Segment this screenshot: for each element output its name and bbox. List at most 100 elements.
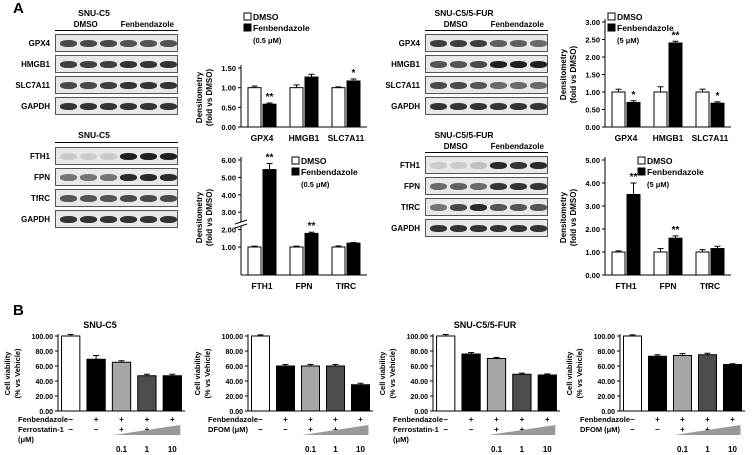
y-tick-label: 0.00: [414, 409, 428, 416]
significance-marker: **: [266, 92, 274, 103]
blot-band: [510, 162, 527, 169]
treatment-sign: –: [469, 425, 474, 434]
y-tick-label: 1.00: [221, 243, 236, 252]
treatment-sign: –: [655, 425, 660, 434]
blot-row-label: TfRC: [400, 203, 420, 212]
x-tick-label: GPX4: [251, 133, 274, 143]
blot-band: [470, 82, 487, 89]
significance-marker: **: [630, 172, 638, 183]
row-label-ferrostatin: Ferrostatin-1: [18, 425, 64, 434]
treatment-sign: +: [705, 415, 710, 424]
y-tick-label: 4.00: [585, 179, 600, 188]
densitometry-chart-snuc5fur-gpx4: Densitometry (fold vs DMSO) 0.00 0.50 1.00 1.…: [559, 12, 731, 143]
legend-label-fenbendazole: Fenbendazole: [301, 167, 358, 177]
blot-band: [60, 40, 77, 47]
y-tick-label: 2.00: [585, 53, 600, 62]
blot-band: [100, 61, 117, 68]
axis-break-mark: [234, 219, 248, 225]
blot-band: [530, 40, 547, 47]
legend-label-dmso: DMSO: [301, 156, 327, 166]
y-tick-label: 40.00: [410, 379, 428, 386]
y-tick-label: 40.00: [225, 379, 243, 386]
blot-band: [470, 162, 487, 169]
legend-swatch-fenbendazole: [607, 23, 616, 32]
dose-label: 10: [728, 445, 737, 454]
y-tick-label: 2.00: [221, 226, 236, 235]
blot-band: [470, 183, 487, 190]
y-axis-label: (fold vs DMSO): [205, 69, 214, 127]
y-tick-label: 60.00: [410, 364, 428, 371]
blot-band: [60, 195, 77, 202]
blot-band: [160, 82, 177, 89]
blot-cell-line-title: SNU-C5/5-FUR: [434, 8, 494, 18]
blot-band: [100, 40, 117, 47]
x-tick-label: FPN: [660, 281, 677, 291]
blot-band: [490, 82, 507, 89]
blot-header-line: [425, 152, 548, 153]
blot-band: [530, 204, 547, 211]
blot-band: [510, 61, 527, 68]
blot-band-strip: [425, 156, 548, 174]
blot-band: [160, 195, 177, 202]
viability-bar: [162, 375, 182, 412]
treatment-sign: +: [494, 415, 499, 424]
dose-label: 10: [356, 445, 365, 454]
treatment-sign: –: [443, 425, 448, 434]
dose-label: 0.1: [305, 445, 317, 454]
y-axis-label: (fold vs DMSO): [569, 46, 578, 104]
significance-marker: **: [266, 152, 274, 163]
viability-chart-snuc5-dfom: Cell viability (% vs Vehicle) 0.00 20.00 40.…: [193, 334, 373, 454]
y-tick-label: 3.00: [585, 202, 600, 211]
blot-band: [60, 153, 77, 160]
bar-fenbendazole: [668, 237, 683, 276]
blot-band: [430, 183, 447, 190]
legend-swatch-fenbendazole: [291, 167, 300, 176]
viability-bar: [648, 355, 667, 412]
row-label-dfom: DFOM (μM): [208, 425, 248, 434]
y-tick-label: 40.00: [35, 379, 53, 386]
panel-label-b: B: [13, 302, 24, 319]
bar-dmso: [289, 246, 304, 276]
blot-band: [160, 153, 177, 160]
y-tick-label: 2.50: [585, 36, 600, 45]
blot-band: [510, 183, 527, 190]
y-tick-label: 80.00: [410, 349, 428, 356]
bar-fenbendazole: [710, 102, 725, 128]
blot-band: [80, 61, 97, 68]
viability-chart-title: SNU-C5: [83, 320, 117, 330]
blot-band: [510, 82, 527, 89]
y-tick-label: 0.00: [221, 123, 236, 132]
x-tick-label: TfRC: [700, 281, 720, 291]
blot-band: [470, 103, 487, 110]
y-tick-label: 60.00: [225, 364, 243, 371]
blot-band: [430, 40, 447, 47]
blot-band: [60, 82, 77, 89]
treatment-sign: –: [258, 425, 263, 434]
y-axis-label: Cell viability: [3, 351, 12, 396]
viability-chart-snuc5fur-ferrostatin: SNU-C5/5-FUR Cell viability (% vs Vehicle)…: [378, 320, 560, 454]
blot-cell-line-title: SNU-C5/5-FUR: [434, 130, 494, 140]
blot-band: [140, 174, 157, 181]
bar-dmso: [247, 87, 262, 128]
bar-dmso: [331, 87, 346, 128]
treatment-sign: –: [283, 425, 288, 434]
y-tick-label: 80.00: [35, 349, 53, 356]
treatment-sign: +: [730, 415, 735, 424]
y-tick-label: 3.00: [221, 208, 236, 217]
blot-band: [100, 195, 117, 202]
blot-condition-fenbendazole: Fenbendazole: [120, 20, 174, 29]
x-tick-label: HMGB1: [289, 133, 320, 143]
legend-label-dmso: DMSO: [647, 156, 673, 166]
y-tick-label: 5.00: [585, 156, 600, 165]
y-axis-label: Densitometry: [195, 71, 204, 123]
blot-band: [160, 40, 177, 47]
blot-row-label: SLC7A11: [15, 81, 50, 90]
y-tick-label: 80.00: [597, 349, 615, 356]
blot-band: [510, 40, 527, 47]
blot-band: [430, 204, 447, 211]
y-axis-label: Densitometry: [559, 191, 568, 243]
dose-label: 1: [705, 445, 710, 454]
blot-band: [490, 204, 507, 211]
y-tick-label: 4.00: [221, 191, 236, 200]
blot-row-label: TfRC: [30, 194, 50, 203]
